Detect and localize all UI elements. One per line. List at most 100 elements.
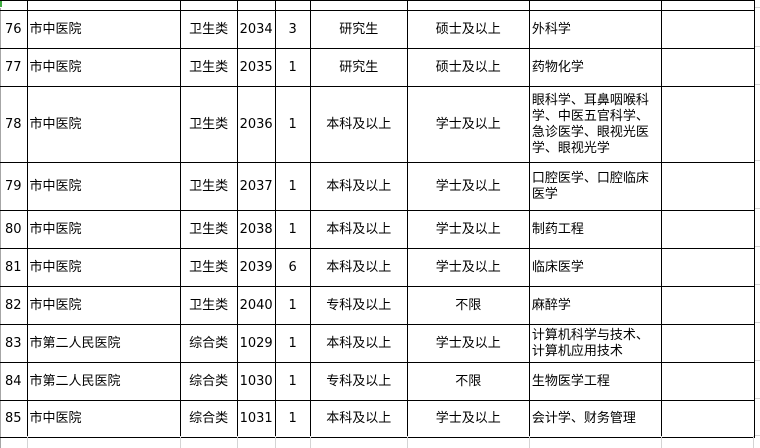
partial-cell[interactable] [179, 0, 238, 11]
cell-degree[interactable]: 学士及以上 [406, 400, 530, 438]
cell-row-no[interactable]: 82 [0, 286, 28, 325]
partial-cell[interactable] [0, 0, 28, 11]
cell-category[interactable]: 卫生类 [179, 248, 238, 287]
cell-major[interactable]: 计算机科学与技术、计算机应用技术 [528, 324, 662, 363]
cell-education[interactable]: 本科及以上 [309, 86, 408, 163]
cell-education[interactable]: 研究生 [309, 10, 408, 49]
cell-degree[interactable]: 学士及以上 [406, 210, 530, 249]
cell-row-no[interactable]: 85 [0, 400, 28, 438]
cell-row-no[interactable]: 81 [0, 248, 28, 287]
cell-count[interactable]: 1 [274, 210, 311, 249]
cell-blank[interactable] [660, 286, 756, 325]
cell-category[interactable]: 卫生类 [179, 86, 238, 163]
cell-count[interactable]: 3 [274, 10, 311, 49]
outside-gridline-horizontal [755, 360, 760, 361]
cell-count[interactable]: 1 [274, 400, 311, 438]
cell-row-no[interactable]: 76 [0, 10, 28, 49]
cell-code[interactable]: 1031 [236, 400, 276, 438]
cell-hospital[interactable]: 市中医院 [26, 400, 181, 438]
cell-code[interactable]: 1030 [236, 362, 276, 401]
cell-hospital[interactable]: 市中医院 [26, 10, 181, 49]
cell-major[interactable]: 临床医学 [528, 248, 662, 287]
cell-code[interactable]: 2039 [236, 248, 276, 287]
cell-degree[interactable]: 不限 [406, 286, 530, 325]
cell-education[interactable]: 专科及以上 [309, 362, 408, 401]
cell-hospital[interactable]: 市中医院 [26, 248, 181, 287]
partial-cell[interactable] [26, 0, 181, 11]
cell-count[interactable]: 1 [274, 362, 311, 401]
cell-code[interactable]: 2038 [236, 210, 276, 249]
cell-major[interactable]: 眼科学、耳鼻咽喉科学、中医五官科学、急诊医学、眼视光医学、眼视光学 [528, 86, 662, 163]
partial-cell[interactable] [236, 0, 276, 11]
cell-category[interactable]: 综合类 [179, 362, 238, 401]
cell-blank[interactable] [660, 324, 756, 363]
cell-education[interactable]: 本科及以上 [309, 400, 408, 438]
cell-category[interactable]: 卫生类 [179, 210, 238, 249]
cell-category[interactable]: 卫生类 [179, 162, 238, 211]
cell-blank[interactable] [660, 162, 756, 211]
cell-hospital[interactable]: 市第二人民医院 [26, 324, 181, 363]
cell-degree[interactable]: 硕士及以上 [406, 10, 530, 49]
cell-major[interactable]: 麻醉学 [528, 286, 662, 325]
cell-row-no[interactable]: 79 [0, 162, 28, 211]
cell-category[interactable]: 卫生类 [179, 10, 238, 49]
cell-education[interactable]: 本科及以上 [309, 210, 408, 249]
cell-category[interactable]: 综合类 [179, 400, 238, 438]
cell-education[interactable]: 本科及以上 [309, 162, 408, 211]
cell-hospital[interactable]: 市中医院 [26, 210, 181, 249]
cell-code[interactable]: 2035 [236, 48, 276, 87]
cell-education[interactable]: 本科及以上 [309, 248, 408, 287]
cell-degree[interactable]: 学士及以上 [406, 324, 530, 363]
cell-blank[interactable] [660, 400, 756, 438]
cell-major[interactable]: 会计学、财务管理 [528, 400, 662, 438]
cell-degree[interactable]: 学士及以上 [406, 162, 530, 211]
cell-count[interactable]: 1 [274, 324, 311, 363]
cell-row-no[interactable]: 84 [0, 362, 28, 401]
partial-cell[interactable] [274, 0, 311, 11]
cell-degree[interactable]: 学士及以上 [406, 86, 530, 163]
partial-cell[interactable] [406, 0, 530, 11]
cell-code[interactable]: 2037 [236, 162, 276, 211]
cell-blank[interactable] [660, 10, 756, 49]
cell-category[interactable]: 卫生类 [179, 48, 238, 87]
cell-blank[interactable] [660, 248, 756, 287]
cell-major[interactable]: 制药工程 [528, 210, 662, 249]
cell-count[interactable]: 6 [274, 248, 311, 287]
cell-education[interactable]: 专科及以上 [309, 286, 408, 325]
cell-row-no[interactable]: 78 [0, 86, 28, 163]
cell-count[interactable]: 1 [274, 286, 311, 325]
partial-cell[interactable] [528, 0, 662, 11]
cell-row-no[interactable]: 80 [0, 210, 28, 249]
cell-degree[interactable]: 不限 [406, 362, 530, 401]
cell-code[interactable]: 2040 [236, 286, 276, 325]
cell-major[interactable]: 生物医学工程 [528, 362, 662, 401]
cell-count[interactable]: 1 [274, 162, 311, 211]
cell-major[interactable]: 口腔医学、口腔临床医学 [528, 162, 662, 211]
cell-category[interactable]: 综合类 [179, 324, 238, 363]
cell-major[interactable]: 药物化学 [528, 48, 662, 87]
partial-cell[interactable] [309, 0, 408, 11]
cell-major[interactable]: 外科学 [528, 10, 662, 49]
cell-row-no[interactable]: 77 [0, 48, 28, 87]
cell-count[interactable]: 1 [274, 86, 311, 163]
cell-hospital[interactable]: 市第二人民医院 [26, 362, 181, 401]
cell-blank[interactable] [660, 362, 756, 401]
cell-hospital[interactable]: 市中医院 [26, 86, 181, 163]
cell-education[interactable]: 研究生 [309, 48, 408, 87]
cell-hospital[interactable]: 市中医院 [26, 48, 181, 87]
cell-hospital[interactable]: 市中医院 [26, 286, 181, 325]
cell-blank[interactable] [660, 86, 756, 163]
cell-code[interactable]: 1029 [236, 324, 276, 363]
cell-category[interactable]: 卫生类 [179, 286, 238, 325]
cell-blank[interactable] [660, 210, 756, 249]
cell-degree[interactable]: 学士及以上 [406, 248, 530, 287]
cell-hospital[interactable]: 市中医院 [26, 162, 181, 211]
cell-count[interactable]: 1 [274, 48, 311, 87]
cell-degree[interactable]: 硕士及以上 [406, 48, 530, 87]
cell-code[interactable]: 2034 [236, 10, 276, 49]
cell-education[interactable]: 本科及以上 [309, 324, 408, 363]
cell-code[interactable]: 2036 [236, 86, 276, 163]
partial-cell[interactable] [660, 0, 756, 11]
cell-blank[interactable] [660, 48, 756, 87]
cell-row-no[interactable]: 83 [0, 324, 28, 363]
